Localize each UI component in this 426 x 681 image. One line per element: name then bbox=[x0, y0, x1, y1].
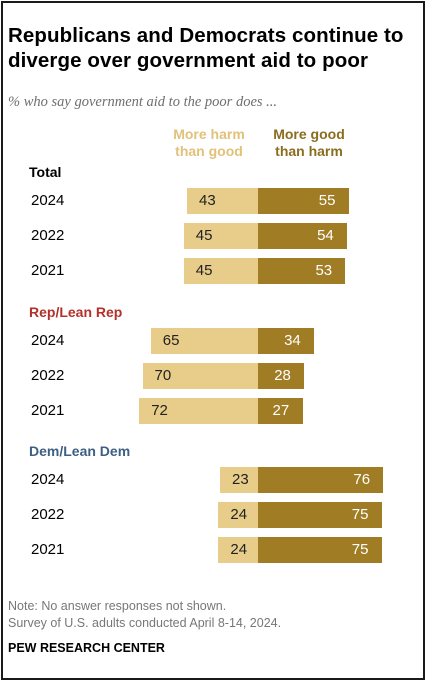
legend-harm-label: More harm than good bbox=[173, 126, 245, 159]
bar-good-value: 75 bbox=[351, 506, 369, 523]
legend-good-label: More good than harm bbox=[273, 126, 345, 159]
bar-good bbox=[258, 363, 305, 389]
bar-good bbox=[258, 502, 382, 528]
chart-subtitle: % who say government aid to the poor doe… bbox=[8, 94, 278, 110]
bar-harm bbox=[220, 467, 258, 493]
bar-good bbox=[258, 258, 346, 284]
bar-good-value: 55 bbox=[318, 192, 336, 209]
legend-good: More good than harm bbox=[264, 126, 354, 160]
bar-harm bbox=[218, 502, 258, 528]
bar-good-value: 53 bbox=[315, 262, 333, 279]
legend-harm: More harm than good bbox=[161, 126, 257, 160]
group-title: Rep/Lean Rep bbox=[29, 304, 123, 320]
bar-good-value: 27 bbox=[272, 402, 290, 419]
bar-harm-value: 45 bbox=[195, 227, 213, 244]
bar-good-value: 75 bbox=[351, 541, 369, 558]
bar-good bbox=[258, 398, 303, 424]
bar-good bbox=[258, 328, 315, 354]
row-year-label: 2024 bbox=[31, 332, 65, 349]
bar-good-value: 76 bbox=[353, 471, 371, 488]
group-title: Total bbox=[29, 164, 62, 180]
bar-harm bbox=[218, 537, 258, 563]
chart-source: Survey of U.S. adults conducted April 8-… bbox=[8, 616, 282, 630]
bar-harm bbox=[183, 223, 258, 249]
bar-good bbox=[258, 537, 382, 563]
row-year-label: 2022 bbox=[31, 506, 65, 523]
chart-title: Republicans and Democrats continue to di… bbox=[8, 24, 404, 72]
bar-harm bbox=[183, 258, 258, 284]
bar-harm-value: 43 bbox=[199, 192, 216, 209]
bar-harm-value: 24 bbox=[230, 541, 248, 558]
bar-good bbox=[258, 188, 349, 214]
chart-credit: PEW RESEARCH CENTER bbox=[8, 641, 165, 655]
row-year-label: 2024 bbox=[31, 192, 65, 209]
row-year-label: 2022 bbox=[31, 227, 65, 244]
bar-harm-value: 65 bbox=[162, 332, 180, 349]
bar-harm bbox=[139, 398, 258, 424]
row-year-label: 2021 bbox=[31, 402, 65, 419]
bar-harm bbox=[150, 328, 258, 354]
row-year-label: 2021 bbox=[31, 541, 65, 558]
bar-good bbox=[258, 223, 348, 249]
bar-harm bbox=[142, 363, 258, 389]
bar-good-value: 28 bbox=[274, 367, 291, 384]
row-year-label: 2022 bbox=[31, 367, 65, 384]
bar-good bbox=[258, 467, 384, 493]
bar-harm-value: 45 bbox=[195, 262, 213, 279]
bar-harm-value: 72 bbox=[151, 402, 168, 419]
bar-good-value: 54 bbox=[317, 227, 334, 244]
bar-harm bbox=[187, 188, 258, 214]
bar-harm-value: 70 bbox=[154, 367, 172, 384]
row-year-label: 2024 bbox=[31, 471, 65, 488]
bar-good-value: 34 bbox=[284, 332, 301, 349]
row-year-label: 2021 bbox=[31, 262, 65, 279]
bar-harm-value: 24 bbox=[230, 506, 248, 523]
chart-note: Note: No answer responses not shown. bbox=[8, 599, 227, 613]
group-title: Dem/Lean Dem bbox=[29, 443, 131, 459]
bar-harm-value: 23 bbox=[232, 471, 249, 488]
